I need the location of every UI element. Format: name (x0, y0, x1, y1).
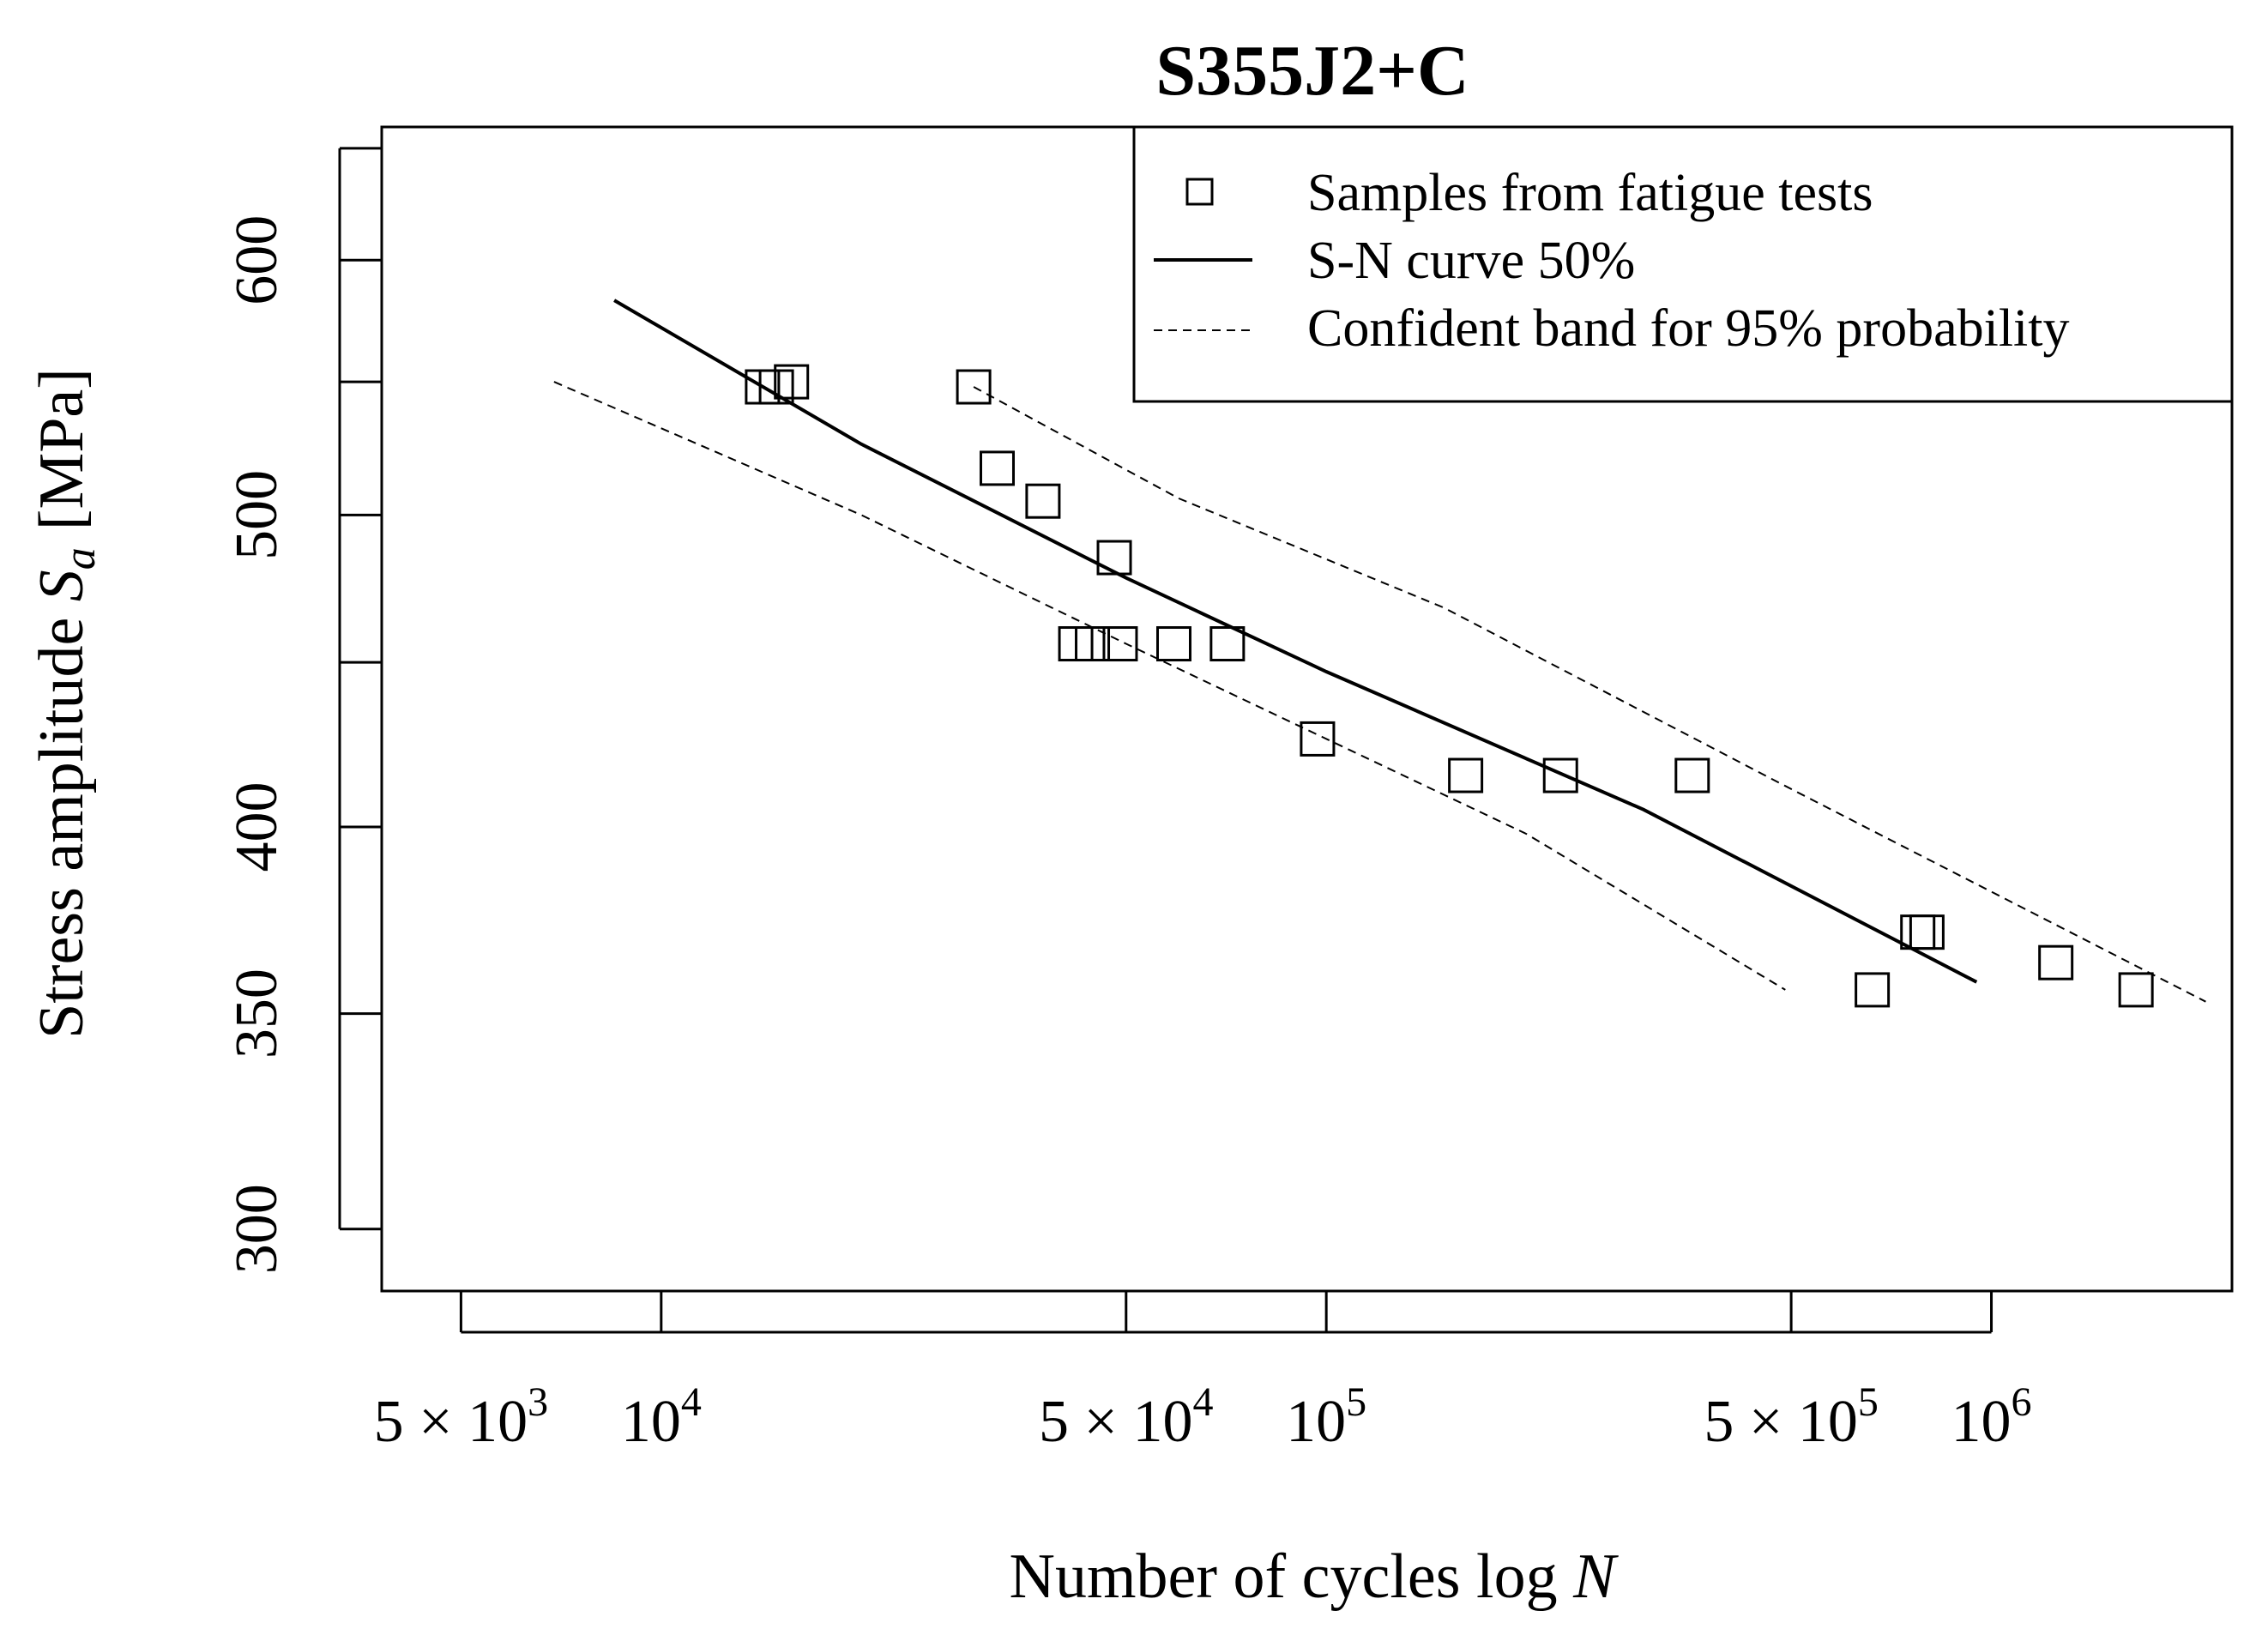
x-tick-base: 10 (1286, 1389, 1346, 1455)
sample-point (774, 364, 810, 400)
legend-label-samples: Samples from fatigue tests (1307, 164, 1873, 222)
sample-point (1300, 721, 1336, 757)
sample-point (1156, 626, 1192, 662)
chart-title: S355J2+C (1155, 31, 1469, 111)
y-axis-label: Stress amplitude Sa [MPa] (27, 368, 105, 1039)
x-axis-label: Number of cycles log N (1010, 1542, 1620, 1612)
y-axis-label-var: S (27, 570, 97, 601)
legend-box (1132, 125, 2234, 403)
sample-point (1855, 972, 1891, 1008)
legend-label-confidence-band: Confident band for 95% probability (1307, 299, 2070, 358)
sample-point (2118, 972, 2154, 1008)
x-tick-exponent: 4 (681, 1379, 702, 1425)
x-axis-label-var: N (1572, 1542, 1619, 1612)
confidence-band-line (553, 381, 1786, 991)
confidence-band-line (973, 386, 2206, 1003)
legend: Samples from fatigue tests S-N curve 50%… (1132, 125, 2234, 403)
y-tick-label: 400 (224, 782, 290, 872)
sample-point (1900, 914, 1936, 950)
sample-point (956, 369, 992, 405)
y-tick-label: 600 (224, 215, 290, 305)
x-tick-base: 10 (1798, 1389, 1858, 1455)
y-axis-label-prefix: Stress amplitude (27, 601, 97, 1039)
x-tick-mantissa: 5 × (1704, 1389, 1797, 1455)
sample-point (1674, 757, 1710, 793)
x-tick-base: 10 (467, 1389, 528, 1455)
sn-curve-line (613, 299, 1978, 984)
sample-point (1102, 626, 1138, 662)
legend-square-symbol (1185, 178, 1214, 206)
sample-point (1909, 914, 1945, 950)
x-tick-label: 5 × 104 (1039, 1379, 1213, 1455)
legend-label-sn-curve: S-N curve 50% (1307, 232, 1635, 290)
y-axis-label-sub: a (56, 547, 105, 570)
x-tick-mantissa: 5 × (1039, 1389, 1132, 1455)
y-axis: 300 350 400 500 600 (224, 147, 381, 1274)
x-tick-label: 105 (1286, 1379, 1366, 1455)
sample-point (1448, 757, 1484, 793)
x-tick-exponent: 6 (2012, 1379, 2032, 1425)
x-tick-exponent: 5 (1858, 1379, 1879, 1425)
x-tick-exponent: 4 (1193, 1379, 1214, 1425)
sample-point (2038, 944, 2074, 980)
x-tick-base: 10 (1133, 1389, 1193, 1455)
x-axis: 5 × 103 104 5 × 104 105 5 × 105 106 (374, 1291, 2032, 1455)
sample-point (1542, 757, 1578, 793)
x-axis-label-prefix: Number of cycles log (1010, 1542, 1574, 1612)
x-tick-label: 106 (1951, 1379, 2032, 1455)
x-tick-label: 5 × 105 (1704, 1379, 1878, 1455)
x-tick-base: 10 (621, 1389, 681, 1455)
x-tick-mantissa: 5 × (374, 1389, 467, 1455)
y-tick-label: 500 (224, 470, 290, 560)
x-tick-label: 104 (621, 1379, 702, 1455)
sample-point (1096, 540, 1132, 576)
sample-point (979, 450, 1015, 486)
series-layer (553, 299, 2206, 1008)
x-tick-base: 10 (1951, 1389, 2012, 1455)
x-tick-exponent: 5 (1346, 1379, 1366, 1425)
sample-point (1025, 483, 1061, 519)
sample-point (1209, 626, 1246, 662)
y-tick-label: 350 (224, 968, 290, 1059)
x-tick-label: 5 × 103 (374, 1379, 548, 1455)
y-tick-label: 300 (224, 1184, 290, 1274)
sample-point (1075, 626, 1111, 662)
y-axis-label-unit: [MPa] (27, 368, 97, 530)
x-tick-exponent: 3 (528, 1379, 548, 1425)
